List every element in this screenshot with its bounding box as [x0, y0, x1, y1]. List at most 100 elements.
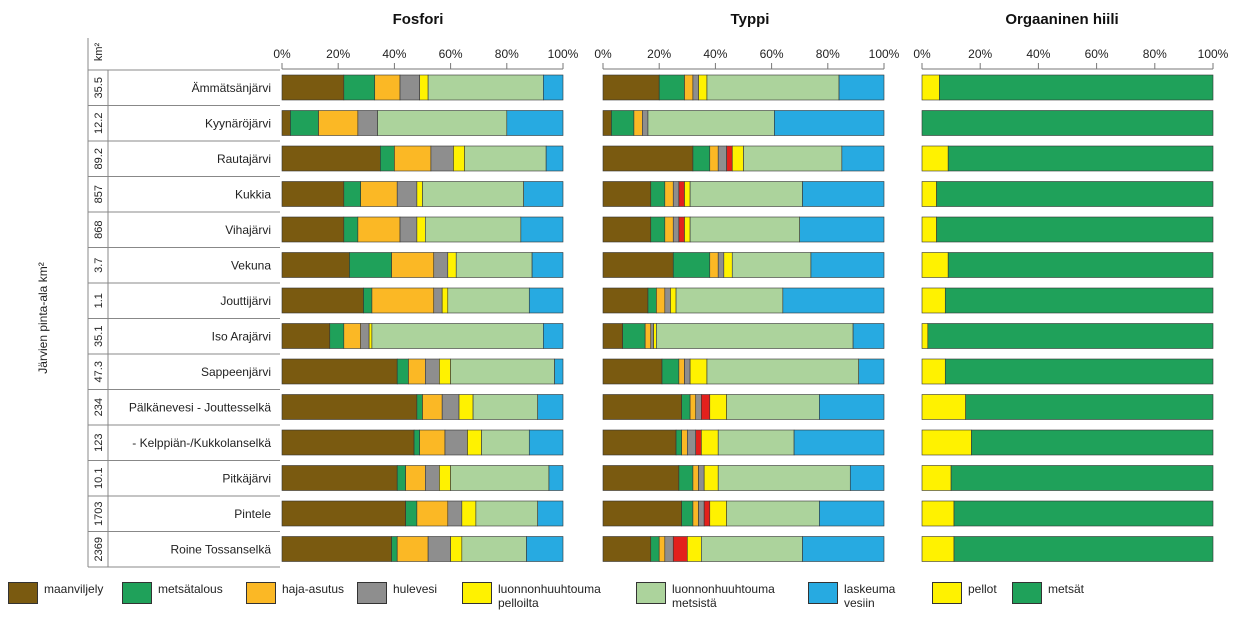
bar-segment-maanviljely: [281, 323, 331, 349]
bar-segment-maanviljely: [281, 536, 392, 562]
bar-segment-haja-asutus: [709, 145, 719, 172]
bar-segment-mets-talous: [343, 74, 376, 101]
bar-segment-luonnonhuuhtouma-metsist-: [731, 252, 812, 278]
bar-segment-luonnonhuuhtouma-metsist-: [461, 536, 527, 562]
bar-segment-luonnonhuuhtouma-metsist-: [472, 394, 539, 420]
bar-segment-pellot: [921, 216, 937, 243]
bar-segment-luonnonhuuhtouma-metsist-: [656, 323, 854, 349]
bar-segment-mets-talous: [650, 181, 666, 207]
bar-segment-haja-asutus: [422, 394, 443, 420]
legend-swatch: [932, 582, 962, 604]
x-tick-label: 80%: [816, 47, 840, 61]
bar-segment-mets-talous: [661, 358, 680, 385]
bar-segment-pellot: [921, 145, 949, 172]
legend-item: metsät: [1012, 582, 1084, 604]
bar-segment-mets-talous: [678, 465, 694, 491]
bar-segment-laskeuma-vesiin: [810, 252, 885, 278]
bar-segment-mets-talous: [658, 74, 685, 101]
bar-segment-laskeuma-vesiin: [523, 181, 564, 207]
bar-segment-mets-talous: [622, 323, 646, 349]
bar-segment-laskeuma-vesiin: [838, 74, 885, 101]
y-axis-label: Järvien pinta-ala km²: [36, 262, 50, 373]
lake-area-label: 868: [93, 221, 105, 239]
bar-segment-haja-asutus: [684, 74, 694, 101]
bar-segment-hulevesi: [444, 429, 468, 456]
lake-name-label: Vekuna: [231, 258, 271, 272]
bar-segment-haja-asutus: [658, 536, 666, 562]
bar-segment-luonnonhuuhtouma-pelloilta: [439, 465, 451, 491]
bar-segment-hulevesi: [433, 287, 443, 314]
bar-segment-luonnonhuuhtouma-metsist-: [726, 500, 820, 527]
bar-segment-luonnonhuuhtouma-pelloilta: [709, 500, 727, 527]
bar-segment-maanviljely: [602, 429, 677, 456]
bar-segment-haja-asutus: [419, 429, 446, 456]
legend-item: metsätalous: [122, 582, 223, 604]
legend-swatch: [357, 582, 387, 604]
bar-segment-luonnonhuuhtouma-metsist-: [726, 394, 820, 420]
bar-segment-laskeuma-vesiin: [545, 145, 564, 172]
bar-segment-hulevesi: [642, 110, 649, 136]
bar-segment-maanviljely: [602, 323, 623, 349]
bar-segment-hulevesi-red: [672, 536, 688, 562]
bar-segment-luonnonhuuhtouma-metsist-: [425, 216, 522, 243]
bar-segment-haja-asutus: [656, 287, 666, 314]
bar-segment-luonnonhuuhtouma-pelloilta: [439, 358, 451, 385]
bar-segment-luonnonhuuhtouma-pelloilta: [416, 216, 426, 243]
bar-segment-maanviljely: [281, 216, 345, 243]
x-tick-label: 40%: [382, 47, 406, 61]
legend-swatch: [246, 582, 276, 604]
lake-name-label: - Kelppiän-/Kukkolanselkä: [132, 436, 271, 450]
bar-segment-mets-talous: [672, 252, 711, 278]
bar-segment-maanviljely: [602, 358, 663, 385]
bar-segment-mets-talous: [675, 429, 682, 456]
bar-segment-luonnonhuuhtouma-pelloilta: [416, 181, 423, 207]
lake-name-label: Sappeenjärvi: [201, 365, 271, 379]
x-tick-label: 100%: [548, 47, 579, 61]
bar-segment-laskeuma-vesiin: [799, 216, 885, 243]
legend-label: hulevesi: [393, 582, 438, 596]
bar-segment-mets-talous: [349, 252, 392, 278]
bar-segment-mets-t: [947, 145, 1214, 172]
bar-segment-luonnonhuuhtouma-metsist-: [447, 287, 530, 314]
bar-segment-laskeuma-vesiin: [543, 323, 564, 349]
bar-segment-mets-talous: [692, 145, 711, 172]
x-tick-label: 40%: [1026, 47, 1050, 61]
bar-segment-hulevesi: [650, 323, 654, 349]
bar-segment-haja-asutus: [689, 394, 697, 420]
bar-segment-pellot: [921, 536, 955, 562]
legend-label: luonnonhuuhtouma pelloilta: [498, 582, 601, 610]
bar-segment-maanviljely: [281, 74, 345, 101]
bar-segment-hulevesi: [441, 394, 460, 420]
bar-segment-laskeuma-vesiin: [819, 500, 885, 527]
bar-segment-luonnonhuuhtouma-pelloilta: [703, 465, 719, 491]
bar-segment-mets-talous: [343, 216, 359, 243]
bar-segment-mets-t: [944, 287, 1214, 314]
bar-segment-mets-t: [921, 110, 1214, 136]
bar-segment-pellot: [921, 429, 972, 456]
bar-segment-mets-talous: [396, 465, 406, 491]
bar-segment-hulevesi: [433, 252, 449, 278]
bar-segment-laskeuma-vesiin: [531, 252, 564, 278]
bar-segment-haja-asutus: [394, 145, 432, 172]
bar-segment-luonnonhuuhtouma-pelloilta: [731, 145, 744, 172]
bar-segment-luonnonhuuhtouma-metsist-: [481, 429, 530, 456]
bar-segment-laskeuma-vesiin: [802, 536, 885, 562]
legend-label: laskeuma vesiin: [844, 582, 896, 610]
bar-segment-mets-t: [927, 323, 1214, 349]
bar-segment-hulevesi: [664, 287, 671, 314]
x-tick-label: 0%: [913, 47, 931, 61]
lake-area-label: 857: [93, 185, 105, 203]
bar-segment-maanviljely: [602, 287, 649, 314]
lake-area-label: 2369: [93, 537, 105, 561]
bar-segment-laskeuma-vesiin: [526, 536, 564, 562]
bar-segment-laskeuma-vesiin: [528, 429, 564, 456]
lake-area-label: 10.1: [93, 468, 105, 489]
legend-item: luonnonhuuhtouma metsistä: [636, 582, 775, 610]
bar-segment-haja-asutus: [664, 216, 674, 243]
bar-segment-laskeuma-vesiin: [819, 394, 885, 420]
lake-area-label: 234: [93, 398, 105, 416]
legend-swatch: [808, 582, 838, 604]
bar-segment-laskeuma-vesiin: [782, 287, 885, 314]
bar-segment-hulevesi: [684, 358, 691, 385]
bar-segment-luonnonhuuhtouma-metsist-: [689, 216, 800, 243]
